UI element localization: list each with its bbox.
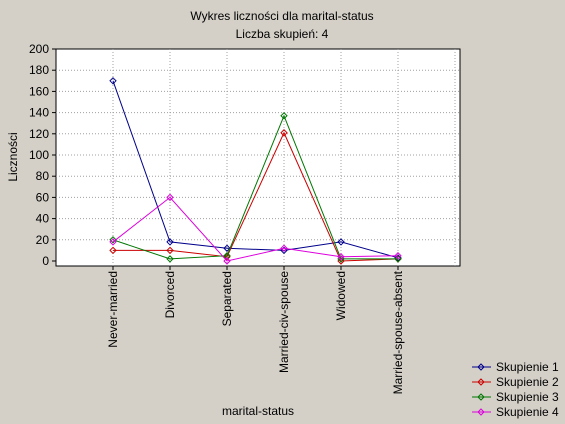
legend-marker <box>477 363 485 371</box>
data-point <box>166 193 174 202</box>
data-point <box>109 236 117 244</box>
y-tick-label: 40 <box>36 212 50 226</box>
series-line-2 <box>113 131 399 262</box>
x-tick-label: Widowed <box>334 271 348 320</box>
y-axis: 0 20 40 60 80 100 120 140 160 180 200 <box>29 42 56 268</box>
legend-entry: Skupienie 1 <box>496 360 559 374</box>
y-tick-label: 120 <box>29 127 49 141</box>
data-point <box>337 238 345 246</box>
series-line-1 <box>112 80 399 259</box>
y-tick-label: 100 <box>29 148 49 162</box>
y-tick-label: 200 <box>29 42 49 56</box>
data-point <box>109 246 117 255</box>
y-tick-label: 140 <box>29 106 49 120</box>
data-point <box>109 77 117 85</box>
legend-entry: Skupienie 2 <box>496 375 559 389</box>
legend-marker <box>477 408 485 416</box>
y-tick-label: 20 <box>36 233 50 247</box>
data-point <box>280 244 288 252</box>
x-tick-label: Married-civ-spouse <box>277 271 291 373</box>
data-point <box>394 251 402 260</box>
series-group <box>109 77 402 265</box>
data-point <box>280 112 288 120</box>
x-tick-label: Married-spouse-absent <box>391 270 405 394</box>
chart-subtitle: Liczba skupień: 4 <box>236 27 329 41</box>
legend-marker <box>477 393 485 401</box>
plot-area <box>55 48 461 267</box>
legend-marker <box>477 378 485 386</box>
grid <box>56 49 460 266</box>
data-point <box>109 238 117 246</box>
legend-entry: Skupienie 3 <box>496 390 559 404</box>
legend-entry: Skupienie 4 <box>496 405 559 419</box>
x-tick-label: Never-married <box>106 271 120 348</box>
data-point <box>166 238 174 246</box>
y-tick-label: 80 <box>36 169 50 183</box>
data-point <box>166 255 174 263</box>
y-tick-label: 60 <box>36 190 50 204</box>
data-point <box>223 244 231 252</box>
data-point <box>166 246 174 255</box>
data-point <box>394 255 402 263</box>
chart-title: Wykres liczności dla marital-status <box>190 9 373 23</box>
data-point <box>280 129 288 137</box>
y-tick-label: 0 <box>42 254 49 268</box>
x-tick-label: Divorced <box>163 271 177 318</box>
x-tick-label: Separated <box>220 271 234 326</box>
data-point <box>337 253 345 261</box>
data-point <box>223 257 231 265</box>
y-tick-label: 180 <box>29 63 49 77</box>
series-line-4 <box>112 196 399 262</box>
y-tick-label: 160 <box>29 84 49 98</box>
y-axis-label: Liczności <box>6 132 20 181</box>
x-axis-label: marital-status <box>222 404 294 418</box>
x-axis: Never-married Divorced Separated Married-ci… <box>106 266 405 394</box>
series-line-3 <box>112 114 398 260</box>
